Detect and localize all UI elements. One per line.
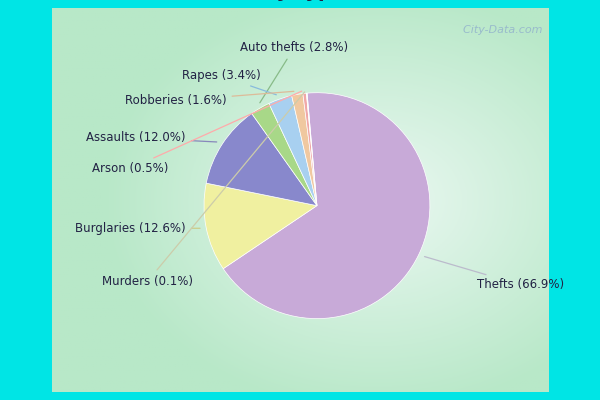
Text: Robberies (1.6%): Robberies (1.6%)	[125, 91, 294, 107]
Text: Auto thefts (2.8%): Auto thefts (2.8%)	[240, 41, 349, 103]
Text: City-Data.com: City-Data.com	[457, 25, 543, 35]
Text: Assaults (12.0%): Assaults (12.0%)	[86, 131, 217, 144]
Text: Burglaries (12.6%): Burglaries (12.6%)	[75, 222, 200, 235]
Wedge shape	[292, 94, 317, 206]
Wedge shape	[252, 104, 317, 206]
Wedge shape	[269, 96, 317, 206]
Title: Crimes by type - 2019: Crimes by type - 2019	[179, 0, 421, 1]
Wedge shape	[307, 93, 317, 206]
Text: Rapes (3.4%): Rapes (3.4%)	[182, 69, 277, 95]
Wedge shape	[303, 93, 317, 206]
Wedge shape	[204, 183, 317, 269]
Text: Arson (0.5%): Arson (0.5%)	[92, 91, 302, 175]
Text: Thefts (66.9%): Thefts (66.9%)	[425, 256, 564, 291]
Text: Murders (0.1%): Murders (0.1%)	[102, 92, 305, 288]
Wedge shape	[223, 93, 430, 318]
Wedge shape	[206, 114, 317, 206]
